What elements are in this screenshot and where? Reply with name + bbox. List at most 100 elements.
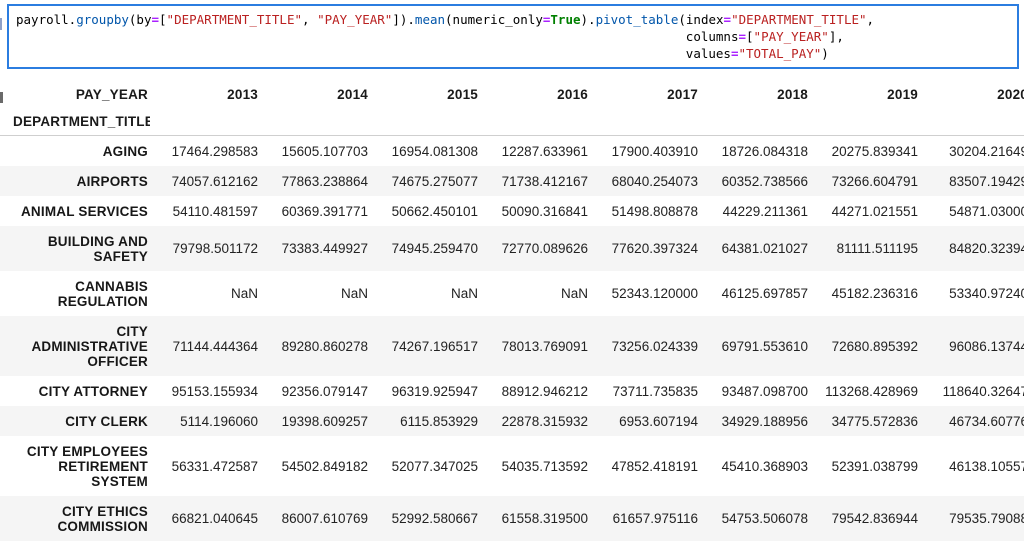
value-cell: 73711.735835: [590, 376, 700, 406]
value-cell: 60352.738566: [700, 166, 810, 196]
value-cell: 71738.412167: [480, 166, 590, 196]
value-cell: 34775.572836: [810, 406, 920, 436]
value-cell: 74945.259470: [370, 226, 480, 271]
blank-header-cell: [700, 108, 810, 136]
value-cell: 66821.040645: [150, 496, 260, 541]
department-label: ANIMAL SERVICES: [0, 196, 150, 226]
value-cell: 61657.975116: [590, 496, 700, 541]
value-cell: 51498.808878: [590, 196, 700, 226]
value-cell: 15605.107703: [260, 136, 370, 167]
value-cell: 46138.10557: [920, 436, 1024, 496]
year-column-header: 2013: [150, 81, 260, 108]
value-cell: 73256.024339: [590, 316, 700, 376]
code-token: ,: [867, 12, 875, 27]
value-cell: 81111.511195: [810, 226, 920, 271]
value-cell: 69791.553610: [700, 316, 810, 376]
value-cell: 96086.13744: [920, 316, 1024, 376]
value-cell: 89280.860278: [260, 316, 370, 376]
value-cell: 92356.079147: [260, 376, 370, 406]
value-cell: 113268.428969: [810, 376, 920, 406]
department-label: CANNABIS REGULATION: [0, 271, 150, 316]
value-cell: 61558.319500: [480, 496, 590, 541]
department-label: AGING: [0, 136, 150, 167]
value-cell: 54502.849182: [260, 436, 370, 496]
value-cell: NaN: [480, 271, 590, 316]
value-cell: 54753.506078: [700, 496, 810, 541]
value-cell: 72770.089626: [480, 226, 590, 271]
code-token: (numeric_only: [445, 12, 543, 27]
value-cell: 78013.769091: [480, 316, 590, 376]
value-cell: 47852.418191: [590, 436, 700, 496]
value-cell: 60369.391771: [260, 196, 370, 226]
code-token: ).: [581, 12, 596, 27]
code-token: ): [821, 46, 829, 61]
value-cell: 84820.32394: [920, 226, 1024, 271]
value-cell: 46125.697857: [700, 271, 810, 316]
code-token: =: [151, 12, 159, 27]
blank-header-cell: [810, 108, 920, 136]
value-cell: 79798.501172: [150, 226, 260, 271]
value-cell: 17464.298583: [150, 136, 260, 167]
code-token: =: [724, 12, 732, 27]
value-cell: 64381.021027: [700, 226, 810, 271]
code-token: ],: [829, 29, 844, 44]
code-token: payroll.: [16, 12, 76, 27]
value-cell: 79535.79088: [920, 496, 1024, 541]
value-cell: 54871.03000: [920, 196, 1024, 226]
value-cell: 52077.347025: [370, 436, 480, 496]
code-cell[interactable]: payroll.groupby(by=["DEPARTMENT_TITLE", …: [7, 4, 1019, 69]
value-cell: 88912.946212: [480, 376, 590, 406]
year-column-header: 2018: [700, 81, 810, 108]
code-token: values: [686, 46, 731, 61]
value-cell: 19398.609257: [260, 406, 370, 436]
value-cell: 118640.32647: [920, 376, 1024, 406]
value-cell: 6115.853929: [370, 406, 480, 436]
value-cell: 45410.368903: [700, 436, 810, 496]
input-prompt-sliver: [0, 18, 2, 30]
value-cell: 22878.315932: [480, 406, 590, 436]
department-label: CITY ETHICS COMMISSION: [0, 496, 150, 541]
value-cell: 73383.449927: [260, 226, 370, 271]
code-token: ,: [302, 12, 317, 27]
index-axis-name: DEPARTMENT_TITLE: [0, 108, 150, 136]
output-prompt-sliver: [0, 92, 3, 103]
value-cell: 44229.211361: [700, 196, 810, 226]
code-token: [: [159, 12, 167, 27]
value-cell: 52391.038799: [810, 436, 920, 496]
value-cell: 96319.925947: [370, 376, 480, 406]
department-label: AIRPORTS: [0, 166, 150, 196]
code-token: ]).: [392, 12, 415, 27]
value-cell: NaN: [370, 271, 480, 316]
value-cell: 45182.236316: [810, 271, 920, 316]
value-cell: 73266.604791: [810, 166, 920, 196]
value-cell: 74675.275077: [370, 166, 480, 196]
code-token: (by: [129, 12, 152, 27]
value-cell: 46734.60776: [920, 406, 1024, 436]
value-cell: 74267.196517: [370, 316, 480, 376]
code-line: columns=["PAY_YEAR"],: [16, 28, 1010, 45]
value-cell: 71144.444364: [150, 316, 260, 376]
code-token: "DEPARTMENT_TITLE": [167, 12, 302, 27]
blank-header-cell: [370, 108, 480, 136]
blank-header-cell: [480, 108, 590, 136]
code-token: "PAY_YEAR": [317, 12, 392, 27]
value-cell: 79542.836944: [810, 496, 920, 541]
department-label: CITY ADMINISTRATIVE OFFICER: [0, 316, 150, 376]
value-cell: 44271.021551: [810, 196, 920, 226]
value-cell: 83507.19429: [920, 166, 1024, 196]
value-cell: 18726.084318: [700, 136, 810, 167]
department-label: BUILDING AND SAFETY: [0, 226, 150, 271]
year-column-header: 2019: [810, 81, 920, 108]
code-line: values="TOTAL_PAY"): [16, 45, 1010, 62]
value-cell: 12287.633961: [480, 136, 590, 167]
